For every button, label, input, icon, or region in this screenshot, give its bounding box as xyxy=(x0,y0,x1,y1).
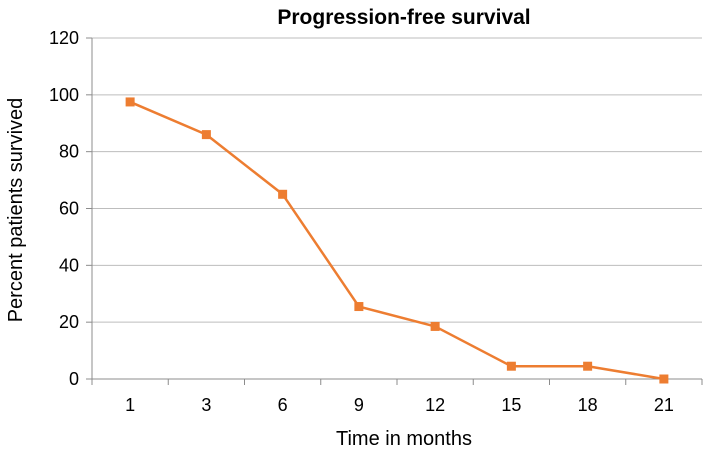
x-tick-label: 12 xyxy=(425,395,445,415)
y-tick-label: 100 xyxy=(49,85,79,105)
data-point-marker xyxy=(583,361,593,371)
x-tick-label: 9 xyxy=(354,395,364,415)
y-tick-label: 120 xyxy=(49,28,79,48)
x-tick-label: 18 xyxy=(578,395,598,415)
y-tick-labels: 0 20 40 60 80 100 120 xyxy=(49,28,79,389)
y-tick-label: 40 xyxy=(59,255,79,275)
y-tick-label: 80 xyxy=(59,142,79,162)
x-tick-label: 15 xyxy=(501,395,521,415)
y-tick-label: 20 xyxy=(59,312,79,332)
data-point-marker xyxy=(278,189,288,199)
x-tick-label: 3 xyxy=(201,395,211,415)
x-axis-label: Time in months xyxy=(336,428,472,450)
series xyxy=(125,97,669,384)
data-point-marker xyxy=(506,361,516,371)
y-axis-label: Percent patients survived xyxy=(5,98,27,323)
axes xyxy=(86,37,703,385)
y-tick-label: 60 xyxy=(59,199,79,219)
x-tick-label: 6 xyxy=(278,395,288,415)
y-tick-label: 0 xyxy=(69,369,79,389)
x-tick-labels: 1 3 6 9 12 15 18 21 xyxy=(125,395,674,415)
data-point-marker xyxy=(354,302,364,312)
gridlines xyxy=(92,37,702,323)
data-point-marker xyxy=(659,374,669,384)
data-point-marker xyxy=(125,97,135,107)
data-point-marker xyxy=(430,321,440,331)
x-tick-label: 1 xyxy=(125,395,135,415)
chart-title: Progression-free survival xyxy=(277,6,530,29)
series-line xyxy=(129,100,665,381)
x-tick-label: 21 xyxy=(654,395,674,415)
data-point-marker xyxy=(201,130,211,140)
